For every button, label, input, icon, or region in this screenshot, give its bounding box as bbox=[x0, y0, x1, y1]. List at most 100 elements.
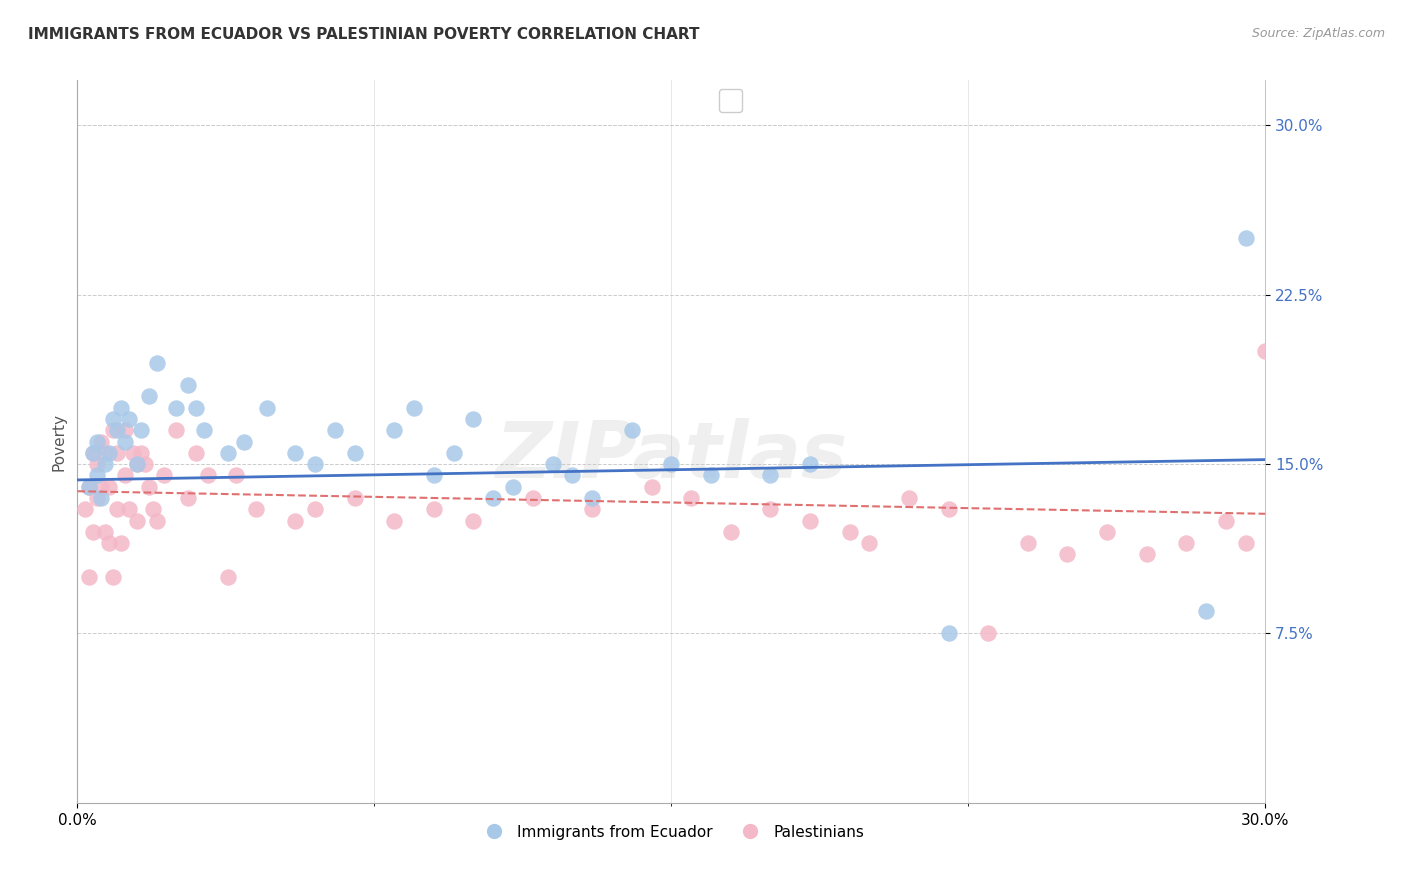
Point bbox=[304, 457, 326, 471]
Point bbox=[217, 570, 239, 584]
Point bbox=[581, 491, 603, 505]
Point bbox=[101, 570, 124, 584]
Point bbox=[110, 536, 132, 550]
Point bbox=[382, 423, 405, 437]
Point bbox=[118, 502, 141, 516]
Point bbox=[661, 457, 683, 471]
Point bbox=[114, 423, 136, 437]
Point bbox=[561, 468, 583, 483]
Point bbox=[90, 434, 112, 449]
Point bbox=[838, 524, 860, 539]
Point bbox=[98, 536, 121, 550]
Point bbox=[858, 536, 880, 550]
Point bbox=[898, 491, 921, 505]
Point bbox=[463, 514, 485, 528]
Point bbox=[323, 423, 346, 437]
Point bbox=[482, 491, 505, 505]
Point bbox=[304, 502, 326, 516]
Legend: Immigrants from Ecuador, Palestinians: Immigrants from Ecuador, Palestinians bbox=[472, 819, 870, 846]
Point bbox=[799, 457, 821, 471]
Point bbox=[217, 446, 239, 460]
Point bbox=[129, 446, 152, 460]
Point bbox=[77, 480, 100, 494]
Point bbox=[284, 446, 307, 460]
Point bbox=[75, 502, 97, 516]
Point bbox=[1136, 548, 1159, 562]
Point bbox=[121, 446, 143, 460]
Point bbox=[125, 457, 148, 471]
Point bbox=[186, 401, 208, 415]
Text: Source: ZipAtlas.com: Source: ZipAtlas.com bbox=[1251, 27, 1385, 40]
Point bbox=[177, 378, 200, 392]
Point bbox=[1234, 231, 1257, 245]
Point bbox=[82, 446, 104, 460]
Point bbox=[581, 502, 603, 516]
Point bbox=[142, 502, 165, 516]
Point bbox=[423, 502, 446, 516]
Point bbox=[82, 446, 104, 460]
Point bbox=[759, 468, 782, 483]
Point bbox=[94, 446, 117, 460]
Point bbox=[105, 502, 128, 516]
Point bbox=[94, 457, 117, 471]
Point bbox=[165, 401, 187, 415]
Point bbox=[225, 468, 247, 483]
Point bbox=[86, 491, 108, 505]
Point bbox=[1095, 524, 1118, 539]
Point bbox=[343, 446, 366, 460]
Point bbox=[443, 446, 465, 460]
Point bbox=[101, 423, 124, 437]
Point bbox=[153, 468, 176, 483]
Point bbox=[145, 514, 167, 528]
Point bbox=[256, 401, 278, 415]
Point bbox=[938, 626, 960, 640]
Point bbox=[382, 514, 405, 528]
Point bbox=[759, 502, 782, 516]
Point bbox=[938, 502, 960, 516]
Point bbox=[284, 514, 307, 528]
Point bbox=[232, 434, 254, 449]
Point bbox=[114, 468, 136, 483]
Point bbox=[86, 468, 108, 483]
Point bbox=[1175, 536, 1198, 550]
Point bbox=[1294, 536, 1316, 550]
Point bbox=[343, 491, 366, 505]
Point bbox=[1274, 536, 1296, 550]
Point bbox=[502, 480, 524, 494]
Point bbox=[125, 457, 148, 471]
Point bbox=[77, 570, 100, 584]
Point bbox=[1195, 604, 1218, 618]
Point bbox=[129, 423, 152, 437]
Point bbox=[86, 434, 108, 449]
Point bbox=[700, 468, 723, 483]
Point bbox=[620, 423, 643, 437]
Point bbox=[98, 446, 121, 460]
Point bbox=[138, 480, 160, 494]
Point bbox=[799, 514, 821, 528]
Point bbox=[134, 457, 156, 471]
Point bbox=[463, 412, 485, 426]
Point bbox=[101, 412, 124, 426]
Point bbox=[114, 434, 136, 449]
Point bbox=[165, 423, 187, 437]
Point bbox=[90, 480, 112, 494]
Point bbox=[1234, 536, 1257, 550]
Point bbox=[541, 457, 564, 471]
Point bbox=[193, 423, 215, 437]
Point bbox=[197, 468, 219, 483]
Point bbox=[145, 355, 167, 369]
Point bbox=[681, 491, 703, 505]
Point bbox=[720, 524, 742, 539]
Point bbox=[640, 480, 662, 494]
Point bbox=[94, 524, 117, 539]
Point bbox=[1254, 344, 1277, 359]
Point bbox=[1017, 536, 1039, 550]
Y-axis label: Poverty: Poverty bbox=[51, 412, 66, 471]
Point bbox=[245, 502, 267, 516]
Point bbox=[86, 457, 108, 471]
Point bbox=[125, 514, 148, 528]
Point bbox=[1215, 514, 1237, 528]
Point bbox=[105, 446, 128, 460]
Point bbox=[138, 389, 160, 403]
Point bbox=[90, 491, 112, 505]
